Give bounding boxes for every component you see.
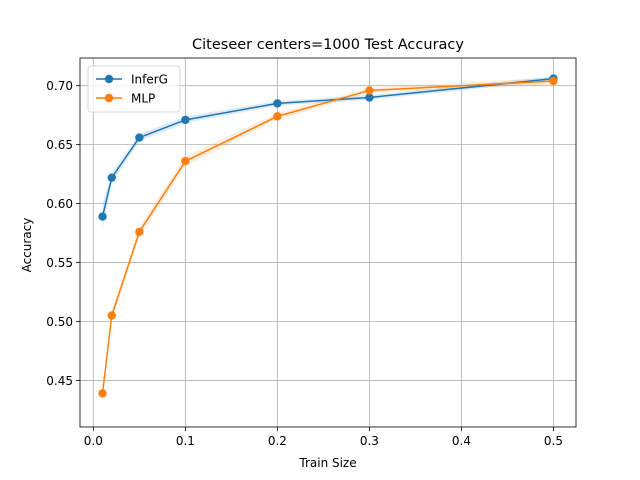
x-tick-label: 0.3: [360, 434, 379, 448]
mlp-point: [135, 227, 144, 237]
x-axis-ticks: 0.0 0.1 0.2 0.3 0.4 0.5: [84, 427, 563, 448]
mlp-point: [98, 389, 107, 398]
y-axis-label: Accuracy: [20, 218, 34, 273]
mlp-point: [107, 311, 116, 320]
y-tick-label: 0.45: [46, 374, 73, 388]
inferg-point: [365, 93, 374, 102]
inferg-point: [98, 212, 107, 221]
mlp-point: [549, 76, 558, 86]
x-tick-label: 0.0: [84, 434, 103, 448]
mlp-point: [273, 112, 282, 121]
x-axis-label: Train Size: [298, 456, 356, 470]
legend-mlp-label: MLP: [131, 92, 155, 106]
mlp-point: [181, 156, 190, 166]
y-tick-label: 0.70: [46, 79, 73, 93]
x-tick-label: 0.2: [268, 434, 287, 448]
legend: InferG MLP: [87, 65, 181, 113]
chart-title: Citeseer centers=1000 Test Accuracy: [192, 37, 464, 53]
inferg-point: [273, 99, 282, 108]
x-tick-label: 0.4: [452, 434, 471, 448]
y-tick-label: 0.65: [46, 138, 73, 152]
plot-frame: [79, 57, 577, 428]
y-axis-ticks: 0.45 0.50 0.55 0.60 0.65 0.70: [46, 79, 80, 388]
series-markers: [98, 74, 558, 398]
legend-mlp-marker: [104, 93, 114, 103]
inferg-point: [135, 133, 144, 142]
legend-inferg-marker: [104, 74, 114, 84]
legend-inferg-label: InferG: [131, 73, 168, 87]
y-tick-label: 0.55: [46, 256, 73, 270]
mlp-point: [365, 86, 374, 95]
y-tick-label: 0.60: [46, 197, 73, 211]
inferg-point: [181, 115, 190, 125]
inferg-point: [107, 173, 116, 182]
x-tick-label: 0.1: [176, 434, 195, 448]
y-tick-label: 0.50: [46, 315, 73, 329]
x-tick-label: 0.5: [544, 434, 563, 448]
